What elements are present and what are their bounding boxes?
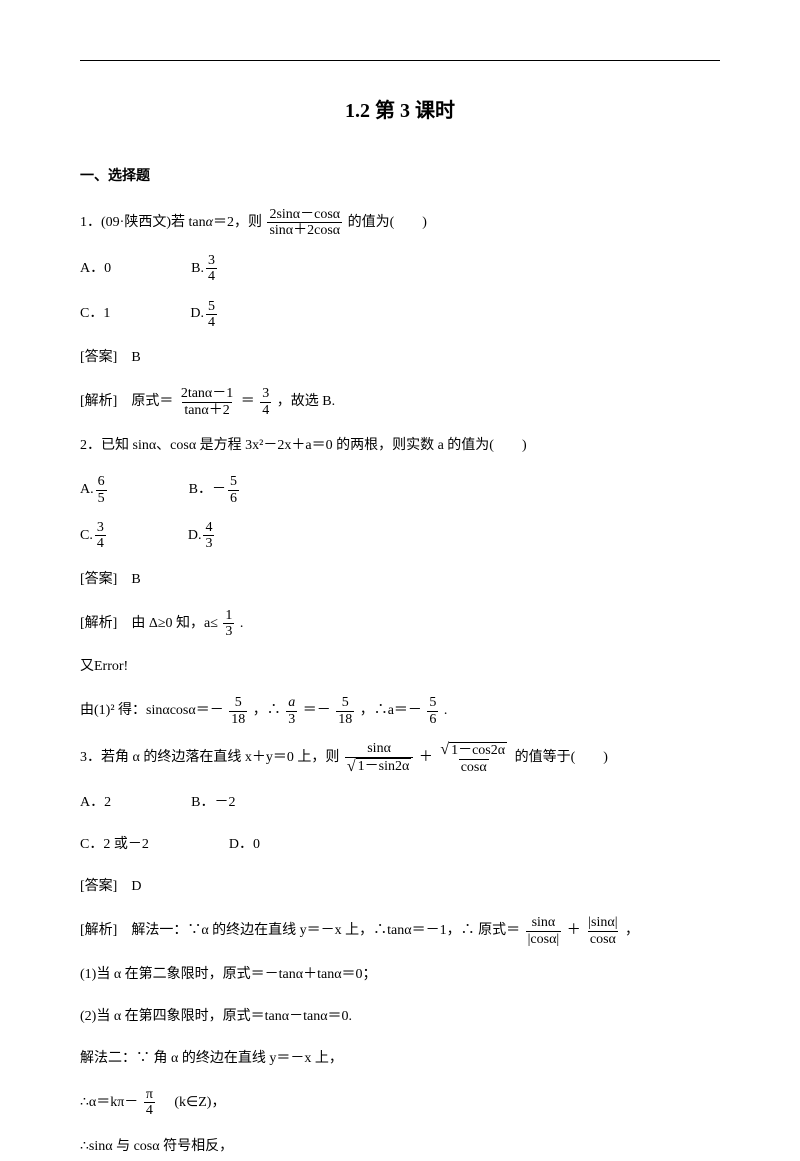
q1-frac-den: sinα＋2cosα — [267, 222, 342, 238]
q1-opt-a: A．0 — [80, 255, 111, 283]
q2-stem: 2．已知 sinα、cosα 是方程 3x²－2x＋a＝0 的两根，则实数 a … — [80, 432, 720, 460]
q1-opts-row2: C．1 D.54 — [80, 299, 720, 331]
q3-answer: [答案] D — [80, 873, 720, 901]
q2-expl2: 由(1)² 得：sinαcosα＝－ 518 ，∴ a3 ＝－ 518 ，∴a＝… — [80, 695, 720, 727]
q2-stem-text: 2．已知 sinα、cosα 是方程 3x²－2x＋a＝0 的两根，则实数 a … — [80, 438, 527, 453]
q3-opt-d: D．0 — [229, 831, 260, 859]
q3-expl1: [解析] 解法一：∵α 的终边在直线 y＝－x 上，∴tanα＝－1，∴ 原式＝… — [80, 915, 720, 947]
q1-alpha: α — [206, 215, 213, 230]
q2-opt-a: A.65 — [80, 474, 109, 506]
q1-opt-c: C．1 — [80, 300, 110, 328]
q3-term2: √1－cos2α cosα — [438, 741, 509, 775]
q1-explain: [解析] 原式＝ 2tanα－1 tanα＋2 ＝ 34 ，故选 B. — [80, 386, 720, 418]
q2-opt-d: D.43 — [188, 520, 217, 552]
q1-expl-b: ，故选 B. — [277, 394, 335, 409]
q1-expl-frac: 2tanα－1 tanα＋2 — [179, 386, 235, 418]
q3-opts-row1: A．2 B．－2 — [80, 789, 720, 817]
q1-text-c: 的值为( ) — [348, 215, 427, 230]
q2-expl1: [解析] 由 Δ≥0 知，a≤ 13 . — [80, 608, 720, 640]
q3-opt-c: C．2 或－2 — [80, 831, 149, 859]
q1-d-label: D. — [190, 300, 204, 328]
q1-c-label: C．1 — [80, 300, 110, 328]
q1-b-frac: 34 — [206, 253, 217, 285]
q3-opts-row2: C．2 或－2 D．0 — [80, 831, 720, 859]
q3-expl6: ∴sinα 与 cosα 符号相反， — [80, 1133, 720, 1161]
q1-text-b: ＝2，则 — [213, 215, 262, 230]
q1-fraction: 2sinα－cosα sinα＋2cosα — [267, 207, 342, 239]
page-title: 1.2 第 3 课时 — [80, 96, 720, 126]
q1-frac-num: 2sinα－cosα — [267, 207, 342, 222]
q1-text-a: 1．(09·陕西文)若 tan — [80, 215, 206, 230]
q3-term1: sinα √1－sin2α — [345, 741, 413, 775]
q1-opt-b: B.34 — [191, 253, 219, 285]
q3-expl4: 解法二：∵ 角 α 的终边在直线 y＝－x 上， — [80, 1045, 720, 1073]
q2-opts-row1: A.65 B．－56 — [80, 474, 720, 506]
q1-opt-d: D.54 — [190, 299, 219, 331]
q2-opts-row2: C.34 D.43 — [80, 520, 720, 552]
q3-stem: 3．若角 α 的终边落在直线 x＋y＝0 上，则 sinα √1－sin2α ＋… — [80, 741, 720, 775]
q2-opt-b: B．－56 — [189, 474, 241, 506]
section-header: 一、选择题 — [80, 166, 720, 187]
q1-rf: 34 — [260, 386, 271, 418]
q1-eq: ＝ — [241, 394, 255, 409]
q1-expl-a: [解析] 原式＝ — [80, 394, 173, 409]
q3-expl3: (2)当 α 在第四象限时，原式＝tanα－tanα＝0. — [80, 1003, 720, 1031]
q1-answer: [答案] B — [80, 344, 720, 372]
q3-opt-a: A．2 — [80, 789, 111, 817]
q3-opt-b: B．－2 — [191, 789, 235, 817]
q1-opts-row1: A．0 B.34 — [80, 253, 720, 285]
q1-a-label: A．0 — [80, 255, 111, 283]
top-border-line — [80, 60, 720, 61]
q1-d-frac: 54 — [206, 299, 217, 331]
q3-expl2: (1)当 α 在第二象限时，原式＝－tanα＋tanα＝0； — [80, 961, 720, 989]
q3-expl5: ∴α＝kπ－ π4 (k∈Z)， — [80, 1087, 720, 1119]
q1-b-label: B. — [191, 255, 204, 283]
q2-error: 又Error! — [80, 653, 720, 681]
q2-answer: [答案] B — [80, 566, 720, 594]
q2-opt-c: C.34 — [80, 520, 108, 552]
q1-stem: 1．(09·陕西文)若 tanα＝2，则 2sinα－cosα sinα＋2co… — [80, 207, 720, 239]
